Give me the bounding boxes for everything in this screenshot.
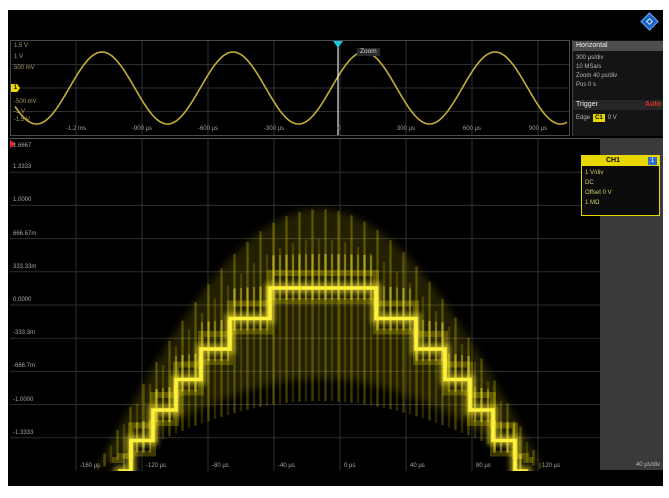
channel-info-line: Offset 0 V <box>585 190 612 196</box>
overview-scale-label: -500 mV <box>14 99 37 105</box>
trigger-info-line[interactable]: Edge C1 0 V <box>576 114 662 122</box>
level-label: -666.7m <box>13 363 36 369</box>
zoom-timebase-label: 40 µs/div <box>635 462 660 468</box>
overview-time-label: 0 <box>337 126 341 132</box>
horizontal-info-line: 300 µs/div <box>576 55 604 61</box>
trigger-source-badge: C1 <box>593 114 605 122</box>
overview-time-label: -600 µs <box>197 126 219 132</box>
logo-inner-mark <box>645 17 654 26</box>
trigger-mode[interactable]: Auto <box>645 101 661 108</box>
overview-time-label: 900 µs <box>528 126 548 132</box>
settings-panel: Horizontal 300 µs/div 10 MSa/s Zoom 40 µ… <box>572 40 663 136</box>
channel-info-line: DC <box>585 180 594 186</box>
zoom-label: Zoom <box>357 48 380 56</box>
trace-core <box>118 286 528 471</box>
trigger-type: Edge <box>576 115 591 121</box>
channel-1-offset-marker[interactable]: 1 <box>11 84 20 92</box>
zoom-time-label: 40 µs <box>410 463 425 469</box>
horizontal-info-line: Zoom 40 µs/div <box>576 73 618 79</box>
overview-scale-label: 1 V <box>14 54 24 60</box>
trace-ghost-lower <box>128 298 518 471</box>
overview-waveform <box>14 51 568 125</box>
level-label: 666.67m <box>13 231 37 237</box>
zoom-time-label: -160 µs <box>80 463 101 469</box>
overview-scale-label: -1.5 V <box>14 117 31 123</box>
level-label: -1.0000 <box>13 397 34 403</box>
zoom-time-label: 80 µs <box>476 463 491 469</box>
trigger-title: Trigger <box>576 101 598 108</box>
overview-time-label: -300 µs <box>263 126 285 132</box>
level-label: 333.33m <box>13 264 37 270</box>
overview-time-label: -1.2 ms <box>65 126 86 132</box>
channel-info-line: 1 V/div <box>585 170 604 176</box>
zoom-time-label: 120 µs <box>542 463 561 469</box>
overview-window[interactable]: 1.5 V 1 V 500 mV -500 mV -1 V -1.5 V 1 Z… <box>10 40 570 136</box>
trigger-position-marker-icon <box>333 41 343 48</box>
channel-1-box[interactable]: CH1 1 1 V/div DC Offset 0 V 1 MΩ <box>581 155 660 216</box>
level-label: 1.3333 <box>13 164 32 170</box>
level-label: 1.0000 <box>13 197 32 203</box>
overview-time-label: 300 µs <box>396 126 416 132</box>
level-label: -333.3m <box>13 330 36 336</box>
overview-time-label: 600 µs <box>462 126 482 132</box>
zoom-time-label: -120 µs <box>146 463 167 469</box>
overview-time-label: -900 µs <box>131 126 153 132</box>
overview-plot <box>11 41 569 135</box>
persistence-haze <box>95 209 545 471</box>
zoom-window[interactable]: 1.6667 1.3333 1.0000 666.67m 333.33m 0.0… <box>10 138 600 471</box>
level-label: -1.3333 <box>13 430 34 436</box>
persistence-trace <box>95 209 545 471</box>
channel-name: CH1 <box>605 157 620 164</box>
zoom-plot <box>10 139 600 471</box>
level-label: 0.0000 <box>13 297 32 303</box>
channel-header: CH1 1 <box>582 156 659 166</box>
horizontal-header[interactable]: Horizontal <box>573 41 663 51</box>
trigger-level-marker-icon[interactable] <box>10 140 16 148</box>
zoom-time-label: -80 µs <box>212 463 229 469</box>
overview-scale-label: 500 mV <box>14 65 35 71</box>
trigger-header[interactable]: Trigger Auto <box>573 100 663 110</box>
trigger-level: 0 V <box>607 115 617 121</box>
zoom-time-label: -40 µs <box>278 463 295 469</box>
overview-scale-label: -1 V <box>14 109 26 115</box>
horizontal-info-line: 10 MSa/s <box>576 64 602 70</box>
horizontal-info-line: Pos 0 s <box>576 82 597 88</box>
zoom-time-label: 0 µs <box>344 463 356 469</box>
channel-info-line: 1 MΩ <box>585 200 600 206</box>
channel-index-badge[interactable]: 1 <box>648 157 657 165</box>
level-label: 1.6667 <box>13 143 32 149</box>
overview-scale-label: 1.5 V <box>14 43 29 49</box>
overview-grid <box>11 41 569 135</box>
